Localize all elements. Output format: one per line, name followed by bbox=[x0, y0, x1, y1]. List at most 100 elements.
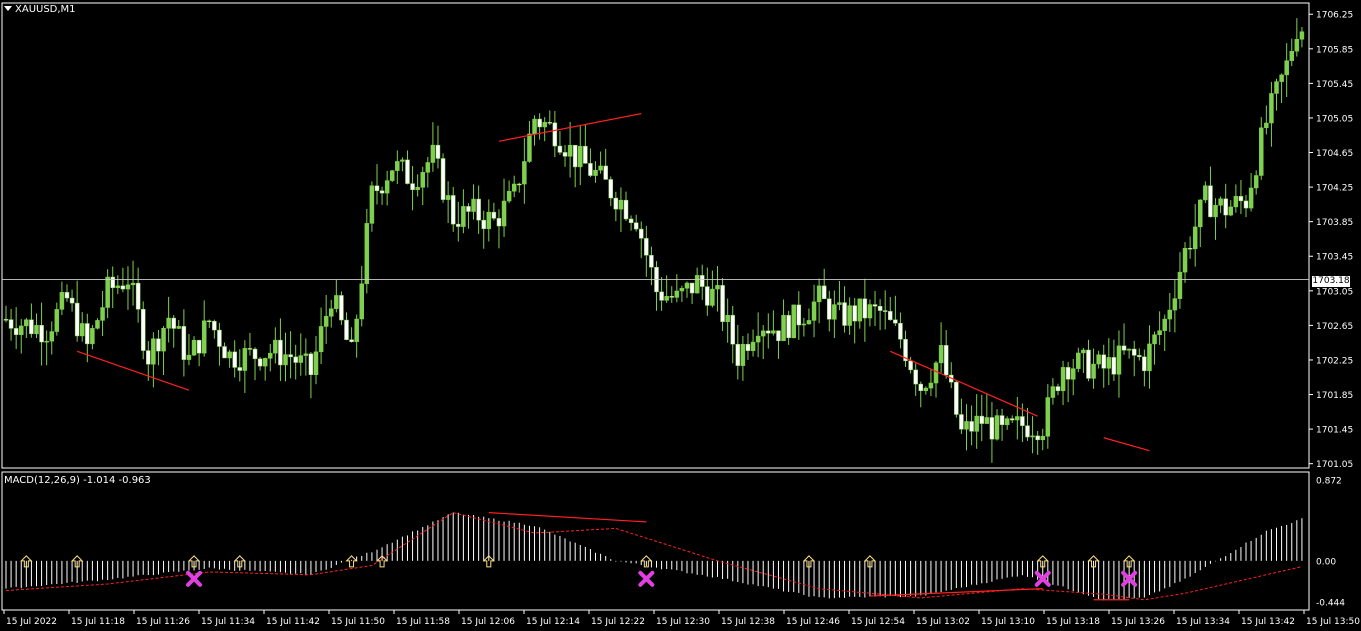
candle-body bbox=[872, 304, 878, 307]
candle-body bbox=[146, 350, 151, 365]
candle-body bbox=[918, 383, 924, 391]
candle-body bbox=[517, 183, 522, 186]
candle-body bbox=[1192, 226, 1198, 250]
price-tick-label: 1701.85 bbox=[1316, 391, 1353, 401]
candle-body bbox=[369, 185, 375, 224]
price-tick-label: 1705.45 bbox=[1316, 80, 1353, 90]
candle-body bbox=[954, 381, 959, 415]
candle-body bbox=[628, 218, 634, 223]
candle-body bbox=[74, 302, 80, 337]
candle-body bbox=[1030, 435, 1035, 438]
candle-body bbox=[725, 315, 730, 322]
candle-body bbox=[140, 309, 146, 351]
candle-body bbox=[461, 206, 466, 227]
candle-body bbox=[847, 305, 852, 326]
candle-body bbox=[227, 351, 232, 359]
time-tick-label: 15 Jul 13:18 bbox=[1046, 617, 1100, 627]
candle-body bbox=[1203, 185, 1208, 201]
candle-body bbox=[511, 183, 517, 192]
arrow-up-icon bbox=[1036, 555, 1049, 568]
candle-body bbox=[1050, 386, 1056, 398]
candle-body bbox=[928, 382, 934, 389]
candle-body bbox=[720, 285, 725, 322]
candle-body bbox=[232, 351, 237, 368]
candle-body bbox=[578, 145, 583, 168]
candle-body bbox=[689, 282, 695, 294]
candle-body bbox=[1111, 357, 1117, 375]
candle-body bbox=[303, 353, 309, 356]
candle-body bbox=[821, 285, 827, 300]
candle-body bbox=[339, 295, 344, 321]
candle-body bbox=[862, 298, 868, 319]
price-divergence-line bbox=[498, 113, 642, 142]
candle-body bbox=[120, 285, 126, 290]
candle-body bbox=[527, 133, 532, 162]
price-tick-label: 1702.25 bbox=[1316, 356, 1353, 366]
candle-body bbox=[745, 344, 751, 351]
candle-body bbox=[994, 415, 1000, 440]
candle-body bbox=[349, 339, 354, 342]
candle-body bbox=[262, 358, 268, 367]
candle-body bbox=[44, 340, 49, 343]
candle-body bbox=[400, 159, 405, 162]
price-tick-label: 1701.45 bbox=[1316, 426, 1353, 436]
candle-body bbox=[710, 288, 715, 306]
candle-body bbox=[39, 325, 44, 343]
candle-body bbox=[18, 325, 24, 335]
candle-body bbox=[298, 355, 304, 363]
macd-signal-line bbox=[5, 512, 1303, 601]
candle-body bbox=[207, 320, 212, 323]
candle-body bbox=[161, 327, 166, 352]
candle-body bbox=[1025, 425, 1030, 438]
arrow-up-icon bbox=[70, 555, 84, 568]
candle-body bbox=[430, 144, 436, 163]
time-tick-label: 15 Jul 11:50 bbox=[331, 617, 385, 627]
candle-body bbox=[1116, 345, 1122, 375]
candle-body bbox=[196, 339, 202, 354]
candle-body bbox=[384, 180, 390, 194]
candle-body bbox=[415, 187, 420, 190]
candle-body bbox=[572, 144, 578, 168]
chevron-down-icon[interactable] bbox=[4, 6, 12, 11]
cross-icon bbox=[1121, 570, 1138, 587]
candle-body bbox=[105, 276, 110, 308]
candle-body bbox=[644, 238, 649, 256]
candle-body bbox=[1162, 318, 1167, 331]
candle-body bbox=[1045, 397, 1051, 437]
candle-body bbox=[547, 122, 553, 124]
candle-body bbox=[903, 339, 908, 362]
candle-body bbox=[1137, 355, 1142, 358]
candle-body bbox=[176, 326, 182, 329]
candle-body bbox=[130, 282, 136, 286]
candle-body bbox=[603, 165, 608, 180]
candle-body bbox=[34, 325, 39, 335]
price-divergence-line bbox=[1103, 437, 1150, 452]
candle-body bbox=[959, 414, 964, 430]
candle-body bbox=[1299, 31, 1305, 40]
candle-body bbox=[171, 317, 176, 329]
candle-body bbox=[1264, 122, 1269, 129]
candle-body bbox=[740, 344, 746, 366]
candle-body bbox=[222, 346, 227, 359]
price-tick-label: 1705.85 bbox=[1316, 45, 1353, 55]
candle-body bbox=[420, 172, 425, 188]
time-tick-label: 15 Jul 2022 bbox=[6, 617, 57, 627]
candle-body bbox=[1106, 357, 1112, 369]
macd-plot-area[interactable] bbox=[5, 512, 1303, 601]
arrow-up-icon bbox=[863, 555, 877, 568]
candle-body bbox=[110, 276, 115, 288]
candle-body bbox=[395, 161, 400, 171]
arrow-up-icon bbox=[1122, 555, 1136, 568]
candle-body bbox=[913, 369, 918, 385]
price-plot-area[interactable] bbox=[2, 18, 1309, 463]
arrow-up-icon bbox=[187, 555, 201, 568]
chart-title[interactable]: XAUUSD,M1 bbox=[4, 4, 76, 15]
price-tick-label: 1703.05 bbox=[1316, 287, 1353, 297]
candle-body bbox=[730, 315, 735, 345]
time-tick-label: 15 Jul 11:26 bbox=[136, 617, 190, 627]
candle-body bbox=[1070, 368, 1076, 380]
candle-body bbox=[1238, 196, 1244, 202]
cross-icon bbox=[638, 570, 655, 587]
candle-body bbox=[1015, 416, 1020, 421]
